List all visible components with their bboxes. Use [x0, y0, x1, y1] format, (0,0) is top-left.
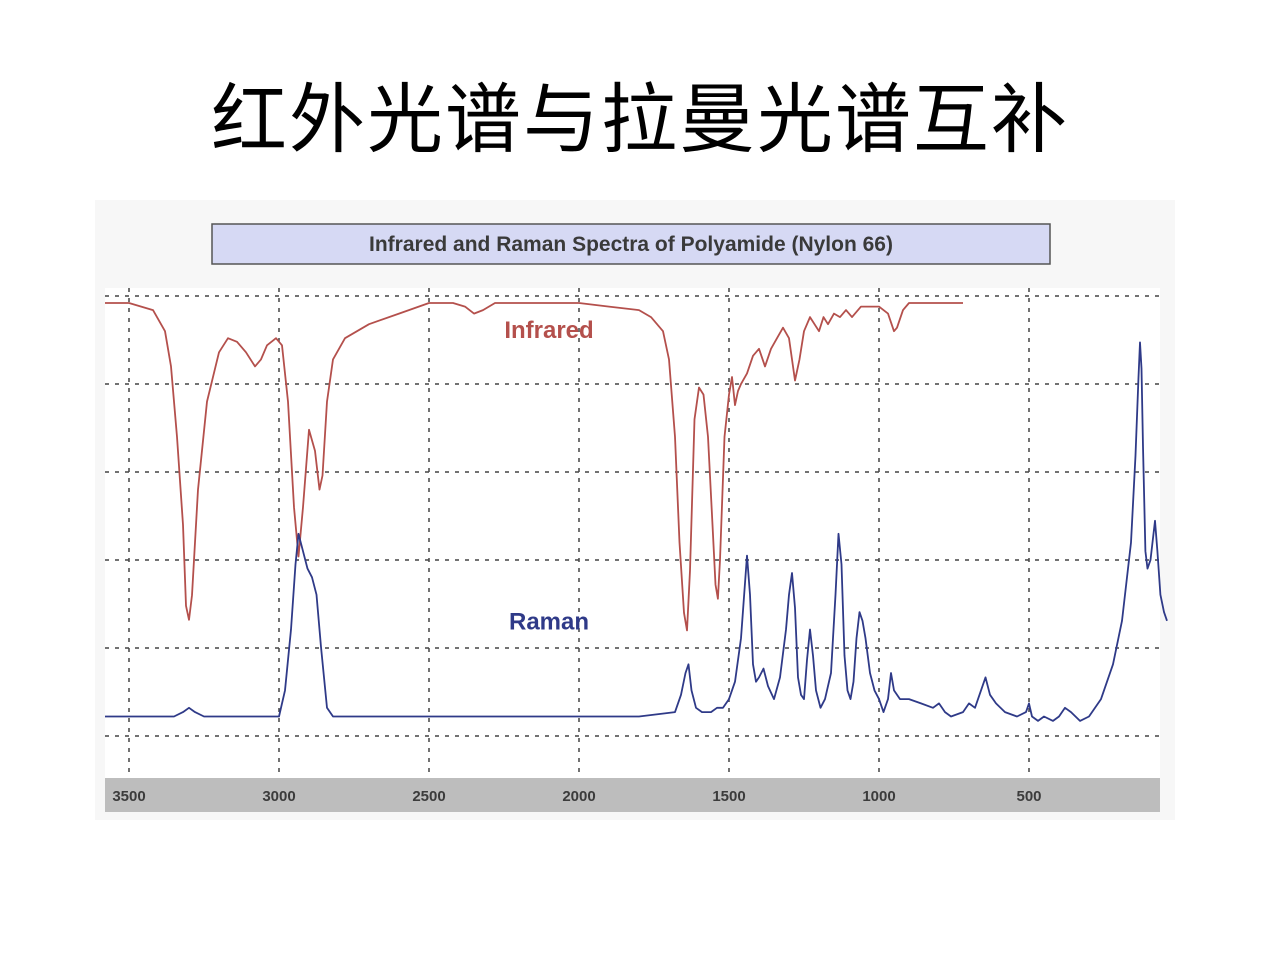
series-layer — [105, 302, 1168, 722]
spectrum-figure: Infrared and Raman Spectra of Polyamide … — [95, 200, 1175, 820]
series-labels: Infrared Raman — [504, 317, 593, 635]
x-axis-ticks: 3500 3000 2500 2000 1500 1000 500 — [112, 788, 1041, 805]
x-axis-bar — [105, 778, 1160, 812]
slide-title: 红外光谱与拉曼光谱互补 — [211, 75, 1069, 164]
grid — [105, 288, 1160, 778]
x-tick-label: 3500 — [112, 788, 145, 805]
x-tick-label: 2000 — [562, 788, 595, 805]
chart-title: Infrared and Raman Spectra of Polyamide … — [369, 233, 893, 256]
x-tick-label: 1500 — [712, 788, 745, 805]
series-label-raman: Raman — [509, 609, 589, 636]
chart-title-box — [211, 223, 1051, 265]
spectrum-chart: Infrared and Raman Spectra of Polyamide … — [95, 200, 1175, 820]
series-line-infrared — [105, 302, 963, 632]
plot-area — [105, 288, 1160, 778]
x-tick-label: 2500 — [412, 788, 445, 805]
x-tick-label: 500 — [1016, 788, 1041, 805]
x-tick-label: 3000 — [262, 788, 295, 805]
series-label-infrared: Infrared — [504, 317, 593, 344]
x-tick-label: 1000 — [862, 788, 895, 805]
series-line-raman — [105, 341, 1168, 722]
